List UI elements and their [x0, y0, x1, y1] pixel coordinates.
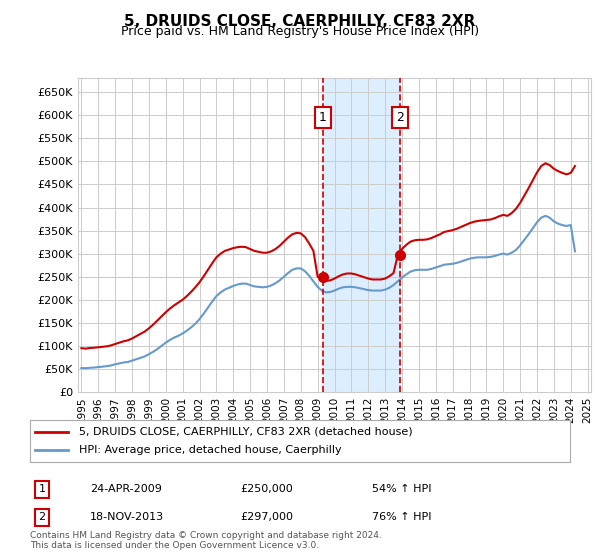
Bar: [323, 78, 400, 392]
Text: 24-APR-2009: 24-APR-2009: [90, 484, 162, 494]
Text: 54% ↑ HPI: 54% ↑ HPI: [372, 484, 431, 494]
Text: Price paid vs. HM Land Registry's House Price Index (HPI): Price paid vs. HM Land Registry's House …: [121, 25, 479, 38]
Text: £297,000: £297,000: [240, 512, 293, 522]
Text: 2: 2: [396, 111, 404, 124]
Text: 2: 2: [38, 512, 46, 522]
Text: Contains HM Land Registry data © Crown copyright and database right 2024.
This d: Contains HM Land Registry data © Crown c…: [30, 530, 382, 550]
Text: 1: 1: [319, 111, 327, 124]
Text: £250,000: £250,000: [240, 484, 293, 494]
Text: 1: 1: [38, 484, 46, 494]
Text: 5, DRUIDS CLOSE, CAERPHILLY, CF83 2XR: 5, DRUIDS CLOSE, CAERPHILLY, CF83 2XR: [124, 14, 476, 29]
Text: 18-NOV-2013: 18-NOV-2013: [90, 512, 164, 522]
Text: 76% ↑ HPI: 76% ↑ HPI: [372, 512, 431, 522]
Text: 5, DRUIDS CLOSE, CAERPHILLY, CF83 2XR (detached house): 5, DRUIDS CLOSE, CAERPHILLY, CF83 2XR (d…: [79, 427, 412, 437]
Text: HPI: Average price, detached house, Caerphilly: HPI: Average price, detached house, Caer…: [79, 445, 341, 455]
